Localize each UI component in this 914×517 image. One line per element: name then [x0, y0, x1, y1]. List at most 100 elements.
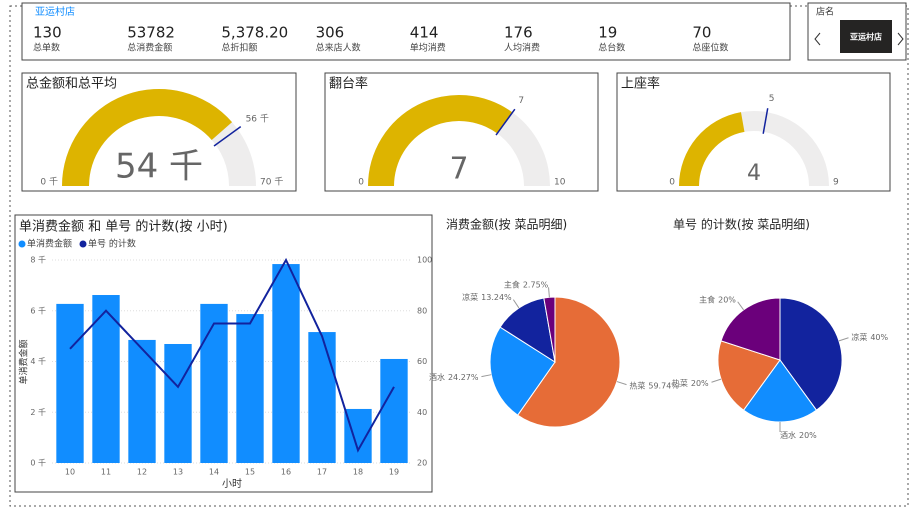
leader-line — [616, 381, 627, 386]
kpi-label: 单均消费 — [410, 42, 446, 54]
kpi-label: 总座位数 — [692, 42, 728, 54]
pie-category: 主食 — [699, 294, 715, 304]
bar — [380, 358, 408, 463]
gauge-target-label: 56 千 — [246, 114, 269, 125]
gauge-min-label: 0 — [669, 178, 675, 188]
kpi-value: 19 — [598, 24, 617, 42]
kpi-label: 总台数 — [598, 42, 625, 54]
chart-title: 单消费金额 和 单号 的计数(按 小时) — [19, 219, 228, 235]
kpi-value: 5,378.20 — [221, 24, 288, 42]
gauge-max-label: 10 — [554, 178, 566, 188]
leader-line — [838, 337, 849, 342]
pie-category: 凉菜 — [462, 292, 478, 302]
pie-value-label: 24.27% — [448, 373, 479, 382]
pie-value-label: 20% — [718, 295, 736, 304]
pie-value-label: 2.75% — [523, 280, 549, 289]
gauge-min-label: 0 — [358, 178, 364, 188]
gauge-value — [62, 88, 233, 186]
gauge-target-label: 5 — [769, 94, 775, 104]
pie-value-label: 59.74% — [648, 381, 679, 390]
legend-label: 单号 的计数 — [88, 238, 136, 250]
chart-title: 单号 的计数(按 菜品明细) — [673, 217, 810, 232]
y-tick-label: 2 千 — [30, 407, 46, 417]
gauge-card — [616, 72, 891, 192]
x-tick-label: 19 — [389, 468, 399, 477]
pie-label: 热菜 59.74% — [629, 380, 679, 390]
gauge-card — [324, 72, 599, 192]
leader-line — [481, 374, 492, 378]
gauge-target — [213, 126, 242, 147]
leader-line — [711, 378, 722, 383]
gauge-target — [762, 108, 769, 134]
y-axis-title: 单消费金额 — [18, 339, 30, 384]
slicer-button[interactable] — [840, 20, 892, 53]
bar — [236, 314, 264, 463]
y2-tick-label: 60 — [417, 357, 427, 366]
pie-category: 热菜 — [629, 380, 645, 390]
pie-label: 热菜 20% — [672, 378, 709, 388]
pie-category: 热菜 — [672, 378, 688, 388]
pie-category: 酒水 — [429, 372, 445, 382]
pie-label: 酒水 24.27% — [429, 372, 479, 382]
bar — [164, 343, 192, 463]
slicer-item[interactable]: 亚运村店 — [850, 32, 882, 42]
pie-category: 凉菜 — [851, 331, 867, 341]
bar — [56, 303, 84, 463]
y-tick-label: 6 千 — [30, 305, 46, 315]
pie-label: 主食 20% — [699, 294, 736, 304]
pie-value-label: 13.24% — [481, 293, 512, 302]
legend-label: 单消费金额 — [27, 238, 72, 250]
pie-label: 主食 2.75% — [504, 279, 549, 289]
legend-marker — [18, 240, 26, 248]
pie-value-label: 40% — [870, 332, 888, 341]
gauge-value-label: 7 — [449, 152, 468, 187]
y2-tick-label: 40 — [417, 408, 427, 417]
pie-category: 酒水 — [780, 430, 796, 440]
kpi-label: 总消费金额 — [127, 42, 172, 54]
x-tick-label: 12 — [137, 468, 147, 477]
x-tick-label: 11 — [101, 468, 111, 477]
gauge-min-label: 0 千 — [40, 177, 58, 188]
kpi-label: 总单数 — [33, 42, 60, 54]
x-tick-label: 13 — [173, 468, 183, 477]
pie-value-label: 20% — [799, 431, 817, 440]
y2-tick-label: 100 — [417, 256, 432, 265]
y2-tick-label: 20 — [417, 459, 427, 468]
pie-label: 凉菜 13.24% — [462, 292, 512, 302]
x-tick-label: 18 — [353, 468, 363, 477]
gauge-value — [679, 112, 745, 186]
y-tick-label: 0 千 — [30, 458, 46, 468]
bar — [92, 295, 120, 463]
bar — [128, 339, 156, 463]
x-tick-label: 16 — [281, 468, 291, 477]
leader-line — [512, 299, 520, 309]
line — [69, 257, 395, 453]
y-tick-label: 8 千 — [30, 255, 46, 265]
gauge-target-label: 7 — [518, 96, 524, 106]
kpi-value: 414 — [410, 24, 439, 42]
pie-category: 主食 — [504, 279, 520, 289]
y-tick-label: 4 千 — [30, 356, 46, 366]
chart-title: 消费金额(按 菜品明细) — [446, 217, 567, 232]
slicer-title: 店名 — [816, 6, 834, 18]
gauge-title: 总金额和总平均 — [26, 76, 117, 92]
bar — [200, 303, 228, 463]
legend-marker — [79, 240, 87, 248]
gauge-title: 上座率 — [621, 76, 660, 92]
kpi-label: 总来店人数 — [316, 42, 361, 54]
kpi-label: 人均消费 — [504, 42, 540, 54]
bar — [308, 332, 336, 463]
pie-value-label: 20% — [691, 379, 709, 388]
combo-card — [14, 214, 433, 493]
gauge-value-label: 54 千 — [115, 147, 203, 187]
x-tick-label: 10 — [65, 468, 75, 477]
bar — [272, 264, 300, 463]
gauge-target — [495, 108, 516, 136]
gauge-max-label: 9 — [833, 178, 839, 188]
next-arrow[interactable] — [897, 32, 904, 46]
prev-arrow[interactable] — [814, 32, 821, 46]
pie-slice — [543, 296, 556, 363]
kpi-value: 176 — [504, 24, 533, 42]
gauge-title: 翻台率 — [329, 76, 368, 92]
gauge-max-label: 70 千 — [260, 177, 283, 188]
